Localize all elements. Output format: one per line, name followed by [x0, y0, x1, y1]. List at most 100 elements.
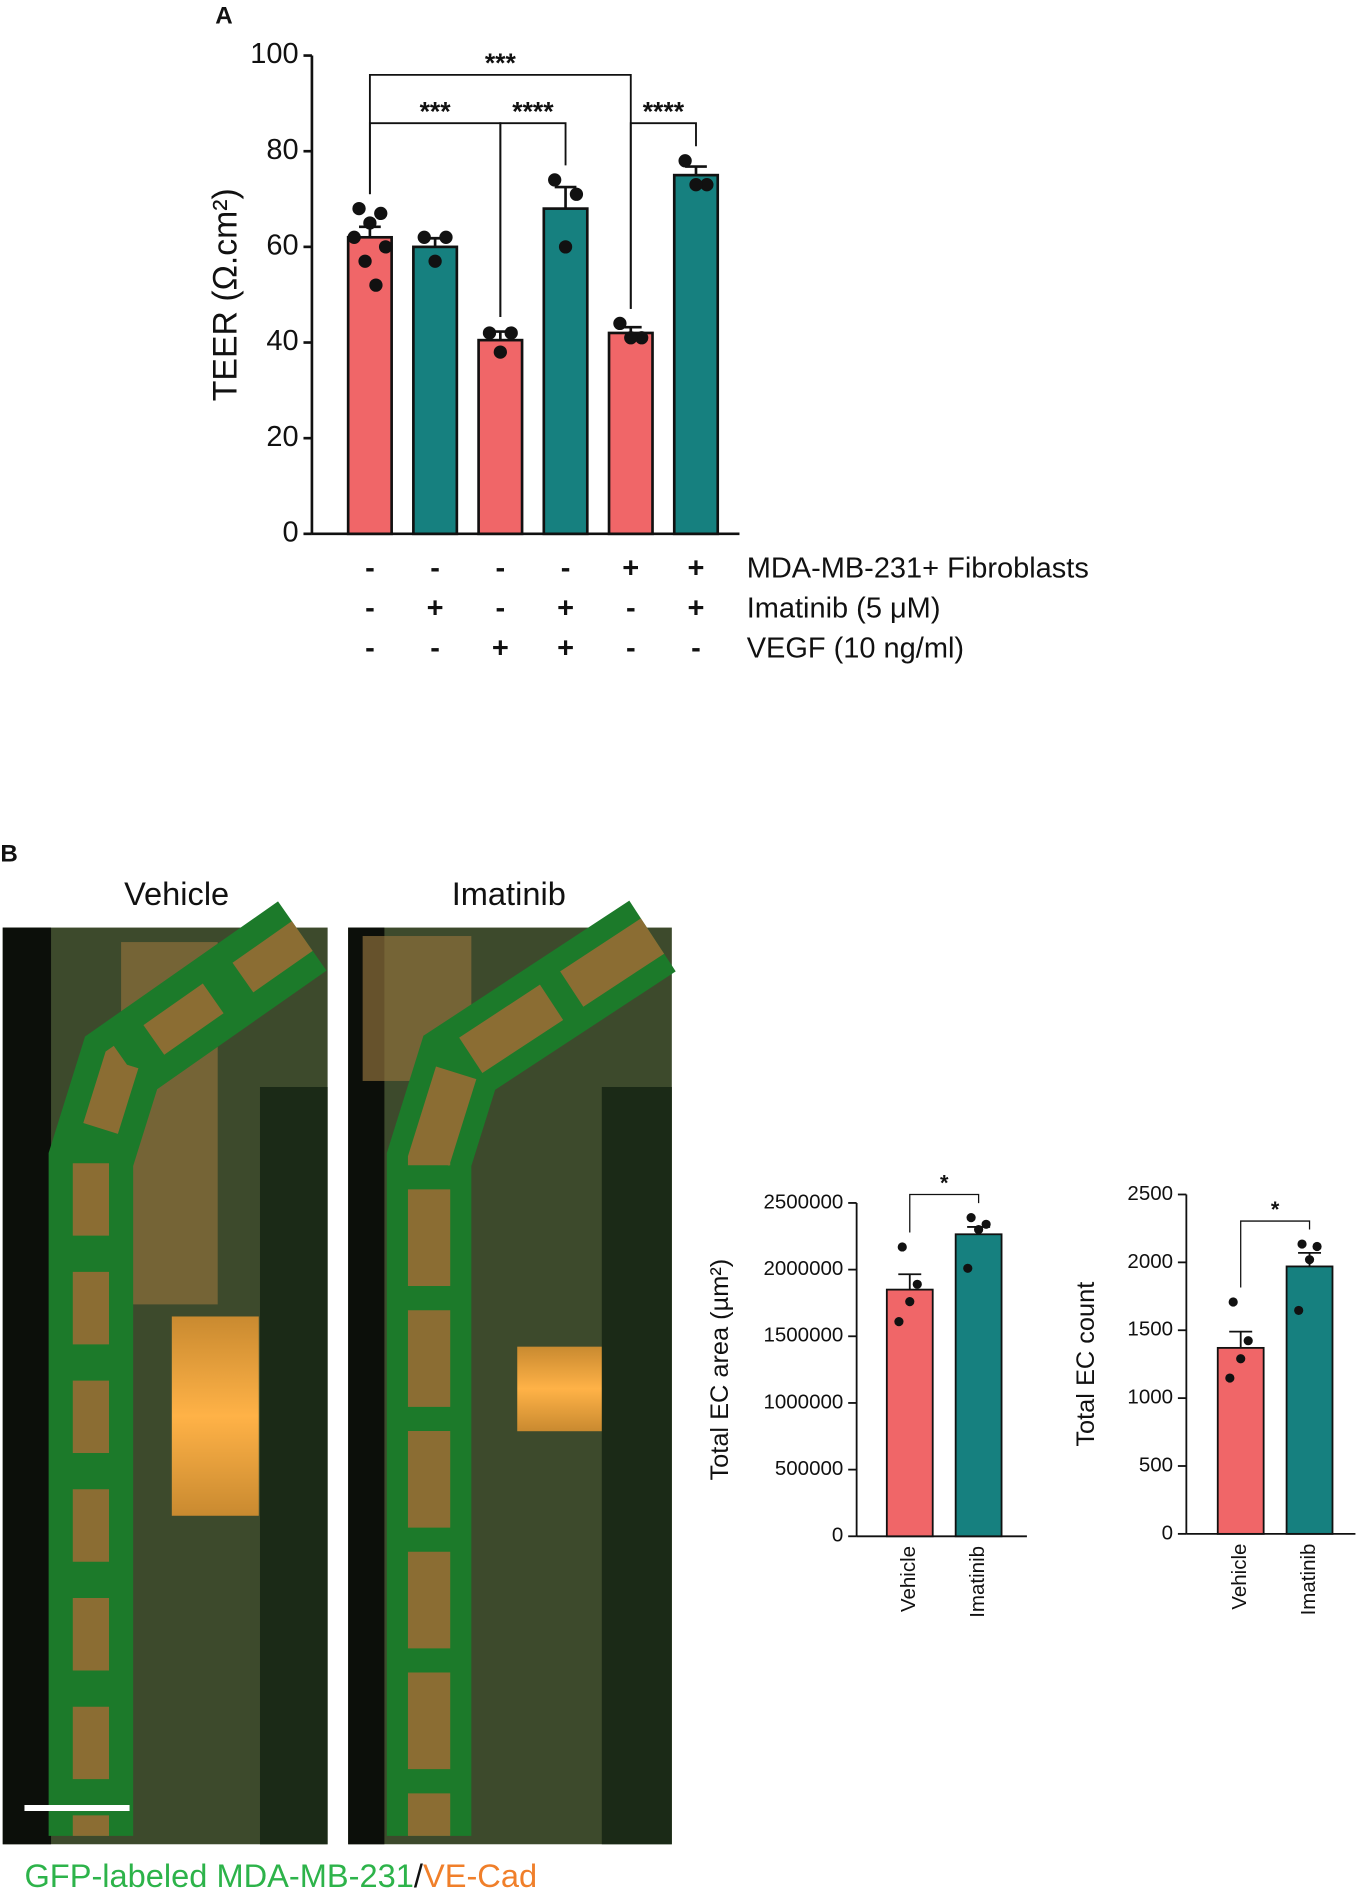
bar [607, 331, 654, 536]
data-point [912, 1279, 922, 1289]
data-point [700, 178, 714, 192]
condition-sign: + [688, 593, 705, 625]
data-point [1228, 1297, 1238, 1307]
significance-bracket [629, 122, 697, 309]
condition-sign: - [496, 593, 506, 625]
condition-sign: + [492, 632, 509, 664]
condition-sign: - [626, 632, 636, 664]
y-tick-label: 2000000 [763, 1257, 843, 1280]
y-tick-label: 0 [1162, 1521, 1173, 1544]
condition-label: VEGF (10 ng/ml) [747, 632, 964, 664]
data-point [897, 1242, 907, 1252]
data-point [482, 326, 497, 340]
bar [885, 1288, 934, 1538]
condition-sign: + [557, 593, 574, 625]
error-bar [1229, 1330, 1253, 1348]
data-point [352, 201, 366, 216]
y-tick-label: 1500000 [763, 1324, 843, 1347]
condition-sign: - [691, 632, 701, 664]
condition-sign: - [365, 593, 375, 625]
caption-part: / [414, 1857, 424, 1894]
data-point [905, 1297, 915, 1307]
condition-sign: - [561, 553, 571, 585]
condition-sign: + [688, 553, 705, 585]
data-point [624, 331, 638, 345]
bar [1285, 1265, 1334, 1535]
significance-bracket [499, 122, 567, 318]
significance-bracket [909, 1193, 980, 1233]
data-point [1304, 1255, 1315, 1265]
y-tick-label: 2500000 [763, 1190, 843, 1213]
significance-label: * [1271, 1197, 1280, 1222]
data-point [1236, 1354, 1246, 1364]
caption: GFP-labeled MDA-MB-231/VE-Cad [24, 1857, 537, 1894]
data-point [569, 187, 584, 201]
data-point [689, 178, 703, 192]
significance-label: * [940, 1171, 949, 1196]
significance-label: **** [512, 97, 554, 127]
condition-label: MDA-MB-231+ Fibroblasts [747, 553, 1089, 585]
y-tick-label: 0 [283, 516, 299, 548]
condition-sign: + [622, 553, 639, 585]
bar [542, 207, 589, 536]
data-point [439, 230, 453, 244]
condition-sign: - [496, 553, 506, 585]
data-point [417, 230, 431, 244]
significance-label: **** [643, 97, 685, 127]
y-tick-label: 2000 [1127, 1250, 1173, 1273]
y-tick-label: 100 [250, 38, 298, 70]
error-bar [554, 185, 577, 209]
data-point [1297, 1239, 1307, 1249]
bar [954, 1233, 1003, 1538]
bar [346, 235, 393, 536]
condition-label: Imatinib (5 μM) [747, 593, 941, 625]
bar [672, 173, 720, 536]
data-point [493, 345, 507, 359]
caption-part: GFP-labeled MDA-MB-231 [24, 1857, 413, 1894]
data-point [378, 240, 393, 254]
y-tick-label: 80 [266, 134, 298, 166]
y-tick-label: 60 [266, 230, 298, 262]
y-axis-title: Total EC area (µm²) [706, 1259, 734, 1481]
y-tick-label: 500 [1139, 1453, 1173, 1476]
data-point [363, 216, 377, 230]
condition-sign: + [557, 632, 574, 664]
data-point [1225, 1373, 1235, 1383]
y-tick-label: 20 [266, 421, 298, 453]
image-title: Vehicle [124, 875, 229, 912]
data-point [966, 1213, 976, 1223]
data-point [1294, 1305, 1304, 1316]
y-tick-label: 1500 [1127, 1318, 1173, 1341]
data-point [347, 230, 361, 244]
bar [1216, 1346, 1265, 1535]
error-bar [898, 1273, 922, 1290]
data-point [369, 278, 383, 292]
bar [412, 245, 459, 536]
data-point [678, 154, 692, 168]
x-tick-label: Vehicle [897, 1546, 920, 1612]
significance-label: *** [485, 48, 517, 78]
y-axis-title: TEER (Ω.cm²) [206, 188, 244, 401]
data-point [1243, 1336, 1253, 1346]
y-tick-label: 500000 [775, 1457, 843, 1480]
y-tick-label: 2500 [1127, 1182, 1173, 1205]
data-point [1312, 1241, 1322, 1252]
condition-sign: - [430, 553, 440, 585]
panel-label: A [215, 2, 232, 29]
y-tick-label: 0 [832, 1524, 843, 1547]
x-tick-label: Imatinib [966, 1546, 989, 1618]
condition-sign: - [626, 593, 636, 625]
data-point [635, 331, 649, 345]
image-title: Imatinib [452, 875, 566, 912]
data-point [428, 254, 442, 268]
y-tick-label: 40 [266, 325, 298, 357]
panel-label: B [0, 840, 17, 867]
caption-part: VE-Cad [423, 1857, 537, 1894]
data-point [504, 326, 518, 340]
error-bar [685, 165, 707, 176]
data-point [613, 316, 627, 331]
data-point [358, 254, 372, 268]
x-tick-label: Imatinib [1297, 1544, 1320, 1616]
